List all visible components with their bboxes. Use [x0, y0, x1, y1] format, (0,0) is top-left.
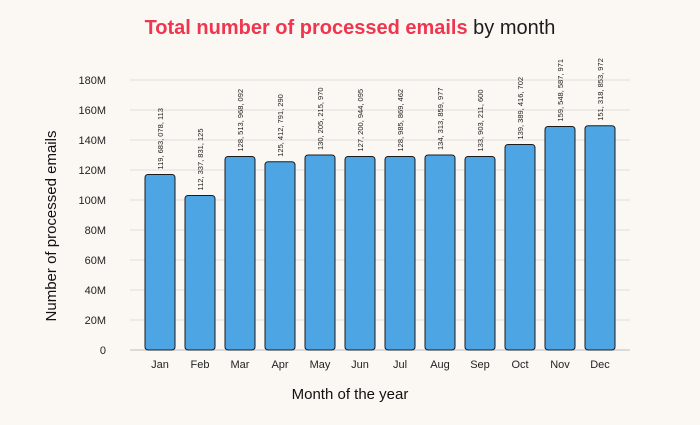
- bar-may: [304, 154, 336, 351]
- data-label: 112, 337, 831, 125: [196, 129, 205, 191]
- x-tick-label: Jan: [151, 359, 169, 371]
- bar-jun: [344, 156, 376, 351]
- y-tick-label: 180M: [78, 75, 106, 87]
- data-label: 151, 318, 853, 972: [596, 58, 605, 121]
- y-tick-label: 60M: [85, 255, 106, 267]
- bar-aug: [424, 154, 456, 351]
- y-tick-label: 0: [100, 345, 106, 357]
- bar-jul: [384, 156, 416, 351]
- data-label: 128, 513, 968, 092: [236, 89, 245, 152]
- data-label: 127, 200, 944, 095: [356, 89, 365, 152]
- bar-mar: [224, 156, 256, 351]
- bar-jan: [144, 174, 176, 351]
- x-tick-label: Jun: [351, 359, 369, 371]
- y-tick-label: 160M: [78, 105, 106, 117]
- bar-feb: [184, 195, 216, 351]
- x-tick-label: Dec: [590, 359, 610, 371]
- data-labels: 119, 683, 078, 113 112, 337, 831, 125 128,…: [156, 58, 605, 190]
- x-tick-label: Feb: [191, 359, 210, 371]
- x-tick-label: Apr: [271, 359, 288, 371]
- chart-title-emphasis: Total number of processed emails: [145, 17, 468, 39]
- data-label: 119, 683, 078, 113: [156, 108, 165, 169]
- data-label: 125, 412, 791, 290: [276, 94, 285, 157]
- bar-oct: [504, 144, 536, 351]
- x-tick-label: Mar: [231, 359, 250, 371]
- bar-apr: [264, 161, 296, 351]
- y-tick-label: 100M: [78, 195, 106, 207]
- y-tick-label: 140M: [78, 135, 106, 147]
- y-tick-label: 40M: [85, 285, 106, 297]
- chart-title: Total number of processed emails by mont…: [145, 17, 556, 39]
- data-label: 133, 903, 211, 600: [476, 90, 485, 152]
- y-tick-label: 20M: [85, 315, 106, 327]
- chart-title-suffix: by month: [468, 17, 556, 39]
- data-label: 159, 548, 587, 971: [556, 59, 565, 122]
- x-tick-label: Nov: [550, 359, 570, 371]
- y-tick-label: 80M: [85, 225, 106, 237]
- x-tick-label: Oct: [511, 359, 528, 371]
- data-label: 128, 985, 869, 462: [396, 89, 405, 152]
- bars: [144, 125, 616, 351]
- x-tick-label: Sep: [470, 359, 490, 371]
- data-label: 130, 205, 215, 970: [316, 87, 325, 150]
- bar-dec: [584, 125, 616, 351]
- y-axis-ticks: 0 20M 40M 60M 80M 100M 120M 140M 160M 180M: [78, 75, 106, 357]
- x-tick-label: May: [310, 359, 331, 371]
- bar-nov: [544, 126, 576, 351]
- x-tick-label: Aug: [430, 359, 450, 371]
- y-tick-label: 120M: [78, 165, 106, 177]
- data-label: 134, 313, 859, 977: [436, 87, 445, 150]
- data-label: 139, 389, 416, 702: [516, 77, 525, 140]
- bar-sep: [464, 156, 496, 351]
- y-axis-title: Number of processed emails: [43, 131, 60, 322]
- x-axis-ticks: Jan Feb Mar Apr May Jun Jul Aug Sep Oct Nov Dec: [151, 359, 610, 371]
- x-tick-label: Jul: [393, 359, 407, 371]
- x-axis-title: Month of the year: [292, 386, 409, 403]
